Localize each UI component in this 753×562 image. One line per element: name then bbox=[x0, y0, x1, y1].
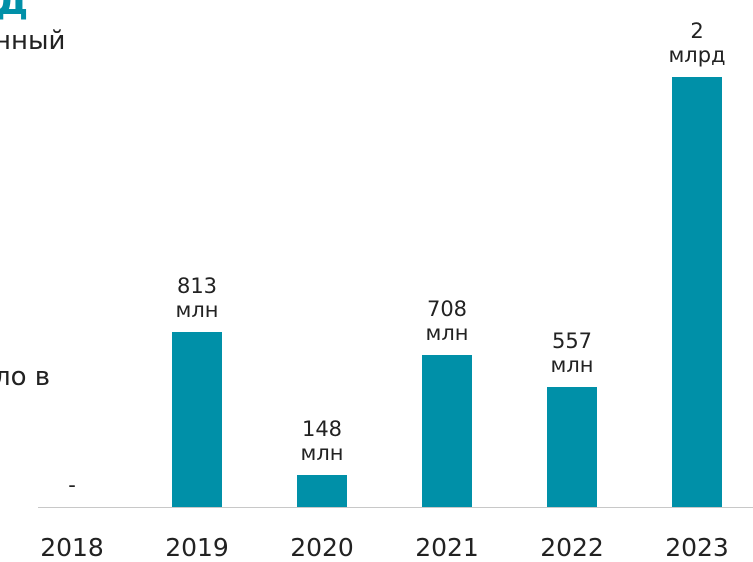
baseline bbox=[38, 507, 753, 508]
data-label: 557 млн bbox=[550, 329, 594, 378]
text-fragment: ло в bbox=[0, 362, 51, 392]
data-label: 148 млн bbox=[300, 417, 344, 466]
x-tick-label: 2018 bbox=[40, 533, 104, 562]
title-fragment: д bbox=[0, 0, 29, 24]
bar bbox=[547, 387, 597, 507]
bar bbox=[172, 332, 222, 507]
data-label: 708 млн bbox=[425, 296, 469, 345]
data-label: 813 млн bbox=[175, 274, 219, 323]
bar bbox=[422, 354, 472, 507]
x-tick-label: 2020 bbox=[290, 533, 354, 562]
x-tick-label: 2021 bbox=[415, 533, 479, 562]
bar bbox=[297, 475, 347, 507]
data-label: 2 млрд bbox=[668, 19, 726, 67]
data-label: - bbox=[68, 473, 76, 497]
x-tick-label: 2022 bbox=[540, 533, 604, 562]
x-tick-label: 2019 bbox=[165, 533, 229, 562]
bar bbox=[672, 77, 722, 507]
x-tick-label: 2023 bbox=[665, 533, 729, 562]
text-fragment: нный bbox=[0, 26, 66, 56]
